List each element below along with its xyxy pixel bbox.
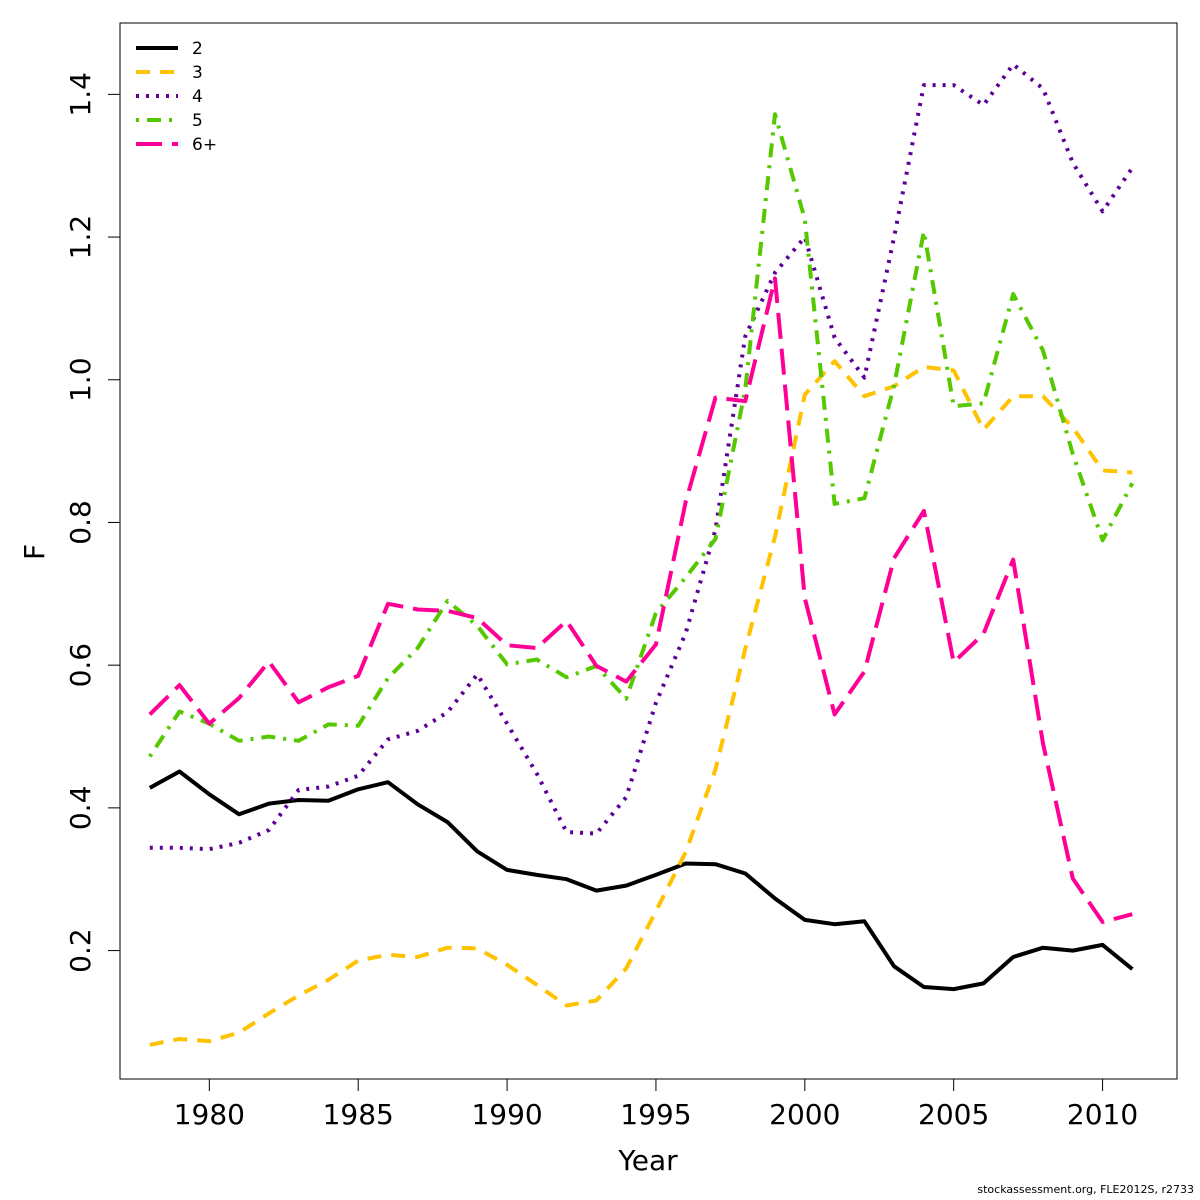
series-line-3 <box>149 62 1134 852</box>
y-tick-label: 1.2 <box>64 215 97 260</box>
y-tick-label: 0.4 <box>64 786 97 831</box>
legend-label-2: 3 <box>192 63 203 83</box>
y-tick-label: 1.0 <box>64 357 97 402</box>
legend-label-1: 2 <box>192 39 203 59</box>
footer-credit: stockassessment.org, FLE2012S, r2733 <box>977 1183 1194 1196</box>
y-tick-label: 0.6 <box>64 643 97 688</box>
y-tick-label: 1.4 <box>64 72 97 117</box>
series-line-5 <box>148 276 1133 924</box>
y-tick-label: 0.2 <box>64 928 97 973</box>
x-tick-label: 1990 <box>471 1098 542 1131</box>
x-tick-label: 2005 <box>918 1098 989 1131</box>
legend-label-4: 5 <box>192 111 203 131</box>
legend-label-5: 6+ <box>192 135 217 155</box>
series-layer <box>148 62 1135 1047</box>
x-axis: 1980 1985 1990 1995 2000 2005 2010 <box>174 1078 1138 1131</box>
x-tick-label: 1985 <box>323 1098 394 1131</box>
x-axis-title: Year <box>617 1144 678 1177</box>
x-tick-label: 1980 <box>174 1098 245 1131</box>
plot-frame <box>119 22 1178 1080</box>
legend: 2 3 4 5 6+ <box>136 39 217 155</box>
legend-label-3: 4 <box>192 87 203 107</box>
series-line-4 <box>148 112 1135 758</box>
y-axis: 0.2 0.4 0.6 0.8 1.0 1.2 1.4 <box>64 72 121 973</box>
y-axis-title: F <box>18 544 51 560</box>
series-line-2 <box>149 359 1133 1047</box>
x-tick-label: 2010 <box>1067 1098 1138 1131</box>
series-line-1 <box>148 769 1134 992</box>
x-tick-label: 1995 <box>620 1098 691 1131</box>
y-tick-label: 0.8 <box>64 500 97 545</box>
x-tick-label: 2000 <box>769 1098 840 1131</box>
